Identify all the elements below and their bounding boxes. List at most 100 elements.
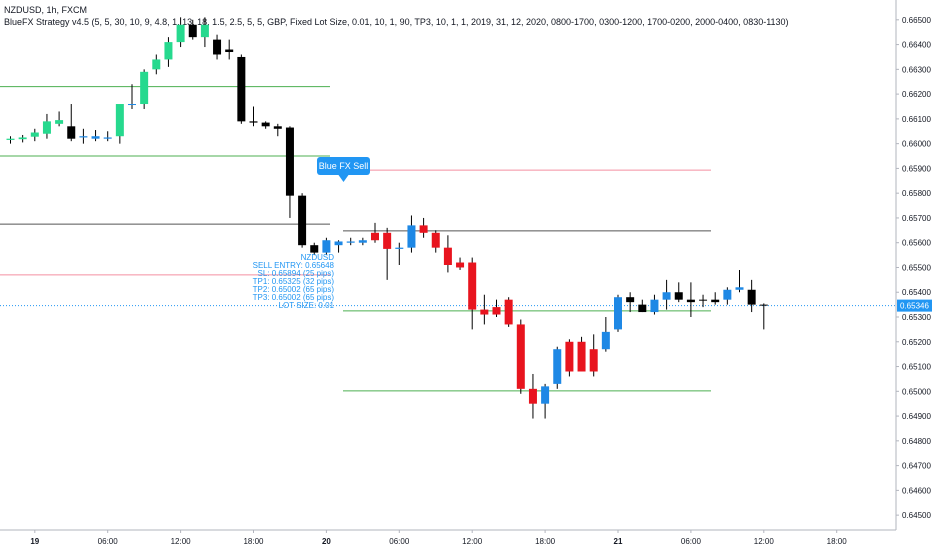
candle bbox=[103, 131, 112, 142]
candle bbox=[298, 193, 307, 248]
candle-body bbox=[310, 245, 319, 253]
candle bbox=[650, 294, 659, 315]
candles-layer bbox=[6, 17, 768, 419]
candle bbox=[334, 240, 343, 253]
time-tick-label: 20 bbox=[322, 537, 331, 546]
candle bbox=[200, 17, 209, 48]
candle bbox=[140, 69, 149, 109]
candle bbox=[383, 227, 392, 280]
price-axis[interactable]: 0.66500 0.66400 0.66300 0.66200 0.66100 0.660… bbox=[895, 0, 932, 530]
candle-body bbox=[686, 299, 695, 303]
candle-body bbox=[103, 137, 112, 139]
candle bbox=[67, 104, 76, 142]
candle-body bbox=[261, 122, 270, 127]
candle bbox=[589, 334, 598, 377]
time-tick-label: 19 bbox=[30, 537, 39, 546]
time-tick-label: 18:00 bbox=[243, 537, 264, 546]
candle bbox=[213, 34, 222, 60]
candle bbox=[480, 294, 489, 325]
strategy-params: BlueFX Strategy v4.5 (5, 5, 30, 10, 9, 4… bbox=[4, 17, 789, 27]
candle bbox=[6, 136, 15, 144]
candle-body bbox=[674, 292, 683, 300]
candle-body bbox=[91, 136, 100, 139]
price-tick-label: 0.65500 bbox=[902, 263, 931, 272]
levels-layer bbox=[0, 86, 896, 392]
trade-info-line: NZDUSD bbox=[301, 253, 335, 262]
candle-body bbox=[650, 299, 659, 313]
candle bbox=[176, 17, 185, 48]
price-tick-label: 0.64800 bbox=[902, 437, 931, 446]
price-tick-label: 0.66000 bbox=[902, 140, 931, 149]
candle bbox=[759, 303, 768, 330]
candle-body bbox=[541, 386, 550, 404]
candle bbox=[638, 299, 647, 313]
price-tick-label: 0.65200 bbox=[902, 338, 931, 347]
candle-body bbox=[140, 71, 149, 105]
candle-body bbox=[443, 247, 452, 265]
candle bbox=[310, 242, 319, 256]
candle bbox=[553, 346, 562, 389]
candle-body bbox=[626, 297, 635, 303]
candle bbox=[735, 269, 744, 293]
candle-body bbox=[6, 138, 15, 140]
candle bbox=[152, 54, 161, 75]
candle-body bbox=[492, 307, 501, 315]
candle bbox=[541, 383, 550, 419]
candle bbox=[225, 39, 234, 60]
candle bbox=[686, 282, 695, 318]
candle bbox=[662, 279, 671, 310]
candle bbox=[504, 297, 513, 327]
candle bbox=[285, 126, 294, 218]
candle-body bbox=[42, 121, 51, 134]
time-tick-label: 06:00 bbox=[389, 537, 410, 546]
candle bbox=[322, 237, 331, 256]
candle-body bbox=[419, 225, 428, 233]
candle-body bbox=[115, 104, 124, 137]
candle-body bbox=[468, 262, 477, 310]
candle bbox=[431, 230, 440, 253]
callout-box bbox=[317, 157, 370, 175]
price-tick-label: 0.64900 bbox=[902, 412, 931, 421]
candle-body bbox=[322, 240, 331, 253]
candle-body bbox=[225, 49, 234, 53]
candle bbox=[747, 279, 756, 313]
candle-body bbox=[601, 331, 610, 350]
candle bbox=[371, 222, 379, 243]
time-axis[interactable]: 19 06:00 12:00 18:00 20 06:00 12:00 18:00 21 06:0… bbox=[0, 529, 896, 546]
candle-body bbox=[176, 24, 185, 43]
current-price-box bbox=[897, 299, 932, 312]
candle bbox=[723, 287, 732, 305]
candle bbox=[346, 237, 355, 246]
candle bbox=[42, 113, 51, 139]
candle-body bbox=[723, 289, 732, 300]
candle-body bbox=[128, 104, 136, 106]
price-tick-label: 0.66500 bbox=[902, 16, 931, 25]
candle-body bbox=[553, 349, 562, 384]
candle bbox=[699, 294, 708, 308]
candle-body bbox=[213, 39, 222, 55]
candle-body bbox=[565, 341, 574, 372]
candle-body bbox=[589, 349, 598, 372]
candle bbox=[188, 19, 197, 40]
time-tick-label: 18:00 bbox=[535, 537, 556, 546]
time-tick-label: 06:00 bbox=[98, 537, 119, 546]
price-tick-label: 0.66300 bbox=[902, 65, 931, 74]
candle bbox=[237, 54, 246, 124]
candle bbox=[249, 106, 258, 127]
candle bbox=[79, 128, 88, 144]
candle-body bbox=[152, 59, 161, 70]
time-tick-label: 21 bbox=[614, 537, 623, 546]
candle bbox=[395, 242, 404, 265]
candle-body bbox=[711, 299, 720, 303]
callout-pointer bbox=[338, 175, 349, 182]
candle-body bbox=[395, 247, 404, 249]
price-tick-label: 0.64500 bbox=[902, 511, 931, 520]
candle bbox=[115, 104, 124, 144]
candle-body bbox=[346, 241, 355, 243]
candle bbox=[614, 294, 622, 332]
time-tick-label: 06:00 bbox=[681, 537, 702, 546]
candle-body bbox=[747, 289, 756, 305]
price-tick-label: 0.65800 bbox=[902, 189, 931, 198]
current-price-label: 0.65346 bbox=[900, 302, 929, 311]
